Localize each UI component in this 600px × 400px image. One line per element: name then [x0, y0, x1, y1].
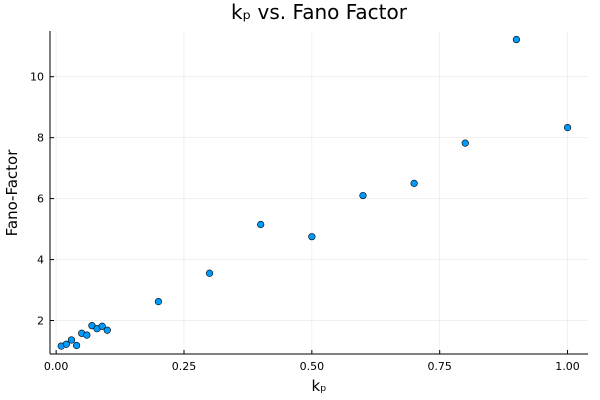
y-tick-label: 2: [37, 314, 44, 327]
data-point: [103, 326, 111, 334]
data-point: [98, 322, 106, 330]
ticks: 0.00 0.25 0.50 0.75 1.00 2 4 6 8 10: [30, 71, 580, 373]
x-tick-label: 0.75: [427, 360, 452, 373]
data-point: [359, 191, 367, 200]
x-axis-label: kₚ: [311, 377, 326, 395]
x-tick-label: 0.50: [300, 360, 325, 373]
axes: [49, 31, 588, 355]
chart-title: kₚ vs. Fano Factor: [231, 0, 408, 24]
data-point: [154, 297, 163, 306]
data-point: [83, 331, 91, 339]
x-tick-label: 0.00: [44, 360, 69, 373]
data-point: [563, 123, 572, 132]
data-point: [67, 336, 76, 344]
data-point: [205, 269, 214, 277]
y-tick-label: 8: [37, 132, 44, 145]
grid: [50, 31, 588, 354]
data-point: [461, 139, 469, 147]
y-axis-label: Fano-Factor: [3, 149, 21, 237]
data-point: [62, 340, 70, 348]
data-point: [72, 341, 81, 350]
data-point: [512, 35, 521, 44]
data-point: [410, 179, 418, 187]
y-tick-label: 4: [37, 254, 44, 267]
x-tick-label: 0.25: [172, 360, 197, 373]
y-tick-label: 10: [30, 71, 44, 84]
data-point: [257, 220, 265, 229]
data-points: [57, 35, 572, 350]
data-point: [308, 233, 316, 241]
x-tick-label: 1.00: [555, 360, 580, 373]
y-tick-label: 6: [37, 193, 44, 206]
